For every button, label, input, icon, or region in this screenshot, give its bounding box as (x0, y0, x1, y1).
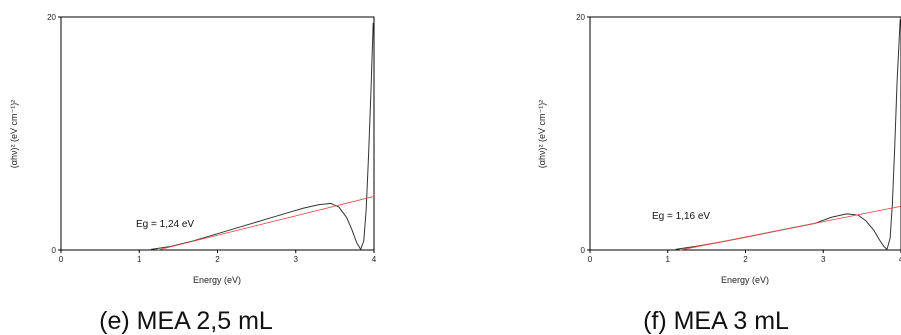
x-tick-label-f-1: 1 (666, 255, 671, 264)
caption-f: (f) MEA 3 mL (643, 307, 789, 335)
x-tick-label-f-0: 0 (588, 255, 593, 264)
annotation-eg-e: Eg = 1,24 eV (136, 219, 194, 230)
x-tick-label-f-4: 4 (899, 255, 901, 264)
y-tick-label-f-0: 0 (581, 246, 586, 255)
y-ticks-e: 0 20 (47, 13, 61, 255)
x-tick-label-e-1: 1 (137, 255, 142, 264)
y-tick-label-e-0: 0 (52, 246, 57, 255)
y-axis-label-e: (αhν)² (eV cm⁻¹)² (9, 100, 19, 168)
x-axis-label-f: Energy (eV) (721, 275, 769, 285)
y-ticks-f: 0 20 (576, 13, 590, 255)
x-tick-label-e-3: 3 (294, 255, 299, 264)
plot-frame-e (60, 16, 375, 251)
x-tick-label-e-2: 2 (215, 255, 220, 264)
caption-e: (e) MEA 2,5 mL (99, 307, 273, 335)
series-group-f (675, 19, 901, 251)
absorption-curve-e (150, 22, 374, 250)
series-group-e (150, 22, 375, 251)
x-axis-label-e: Energy (eV) (193, 275, 241, 285)
x-tick-label-f-3: 3 (821, 255, 826, 264)
y-tick-label-e-1: 20 (47, 13, 56, 22)
x-ticks-f: 0 1 2 3 4 (588, 250, 901, 264)
x-tick-label-e-4: 4 (372, 255, 377, 264)
annotation-eg-f: Eg = 1,16 eV (652, 211, 710, 222)
tauc-fit-line-f (680, 205, 901, 251)
y-tick-label-f-1: 20 (576, 13, 585, 22)
x-ticks-e: 0 1 2 3 4 (59, 250, 377, 264)
x-tick-label-e-0: 0 (59, 255, 64, 264)
tauc-fit-line-e (157, 195, 375, 251)
x-tick-label-f-2: 2 (743, 255, 748, 264)
y-axis-label-f: (αhν)² (eV cm⁻¹)² (537, 100, 547, 168)
